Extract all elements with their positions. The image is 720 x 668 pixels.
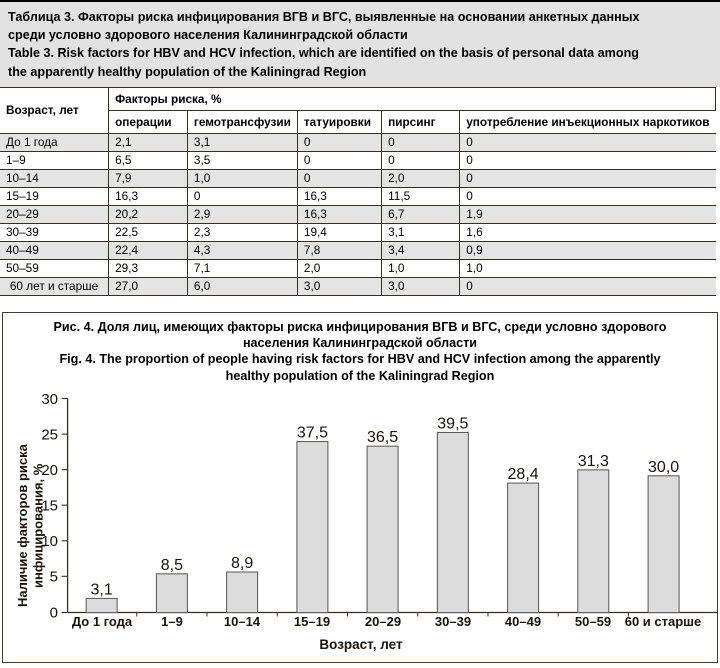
svg-text:30: 30 xyxy=(41,391,58,408)
svg-text:37,5: 37,5 xyxy=(297,424,328,441)
svg-text:8,5: 8,5 xyxy=(161,557,183,574)
svg-text:36,5: 36,5 xyxy=(367,429,398,446)
svg-text:28,4: 28,4 xyxy=(508,466,539,483)
svg-text:8,9: 8,9 xyxy=(231,555,253,572)
svg-text:31,3: 31,3 xyxy=(578,453,609,470)
svg-text:5: 5 xyxy=(50,568,58,585)
svg-text:39,5: 39,5 xyxy=(437,415,468,432)
svg-text:30,0: 30,0 xyxy=(648,459,679,476)
svg-text:3,1: 3,1 xyxy=(91,581,113,598)
svg-text:25: 25 xyxy=(41,426,58,443)
